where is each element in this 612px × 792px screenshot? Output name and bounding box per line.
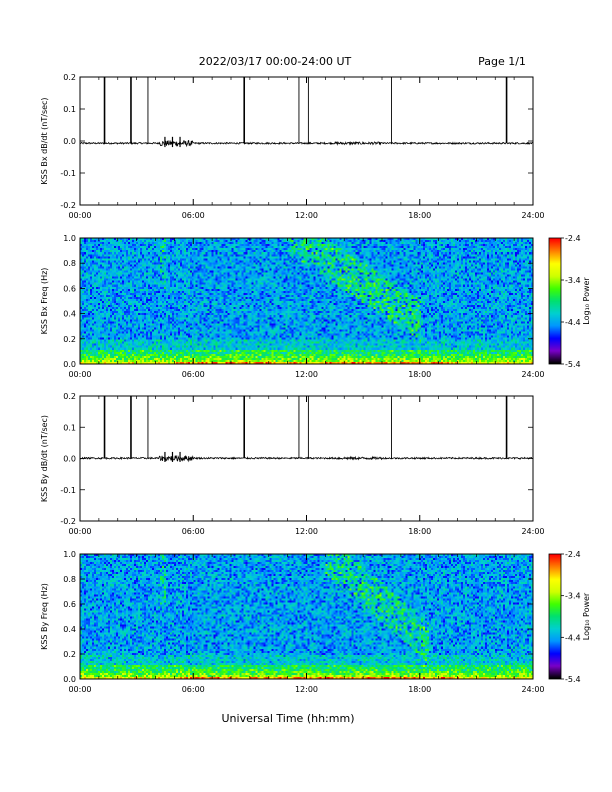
y-tick-label: 0.2 bbox=[63, 335, 76, 344]
colorbar-label: Log₁₀ Power bbox=[582, 277, 591, 325]
colorbar-tick-label: -3.4 bbox=[565, 276, 581, 285]
x-tick-label: 00:00 bbox=[68, 527, 91, 536]
y-axis-label: KSS By dB/dt (nT/sec) bbox=[40, 415, 49, 502]
colorbar-tick-label: -3.4 bbox=[565, 592, 581, 601]
panel-1: 0.2 0.1 0.0 -0.1 -0.200:00 06:00 12:00 18:00 24:… bbox=[40, 73, 545, 220]
x-axis-title: Universal Time (hh:mm) bbox=[222, 712, 355, 725]
x-tick-label: 06:00 bbox=[182, 685, 205, 694]
y-tick-label: 0.8 bbox=[63, 259, 76, 268]
colorbar-tick-label: -2.4 bbox=[565, 234, 581, 243]
x-tick-label: 06:00 bbox=[182, 370, 205, 379]
panels: 0.20.10.0-0.1-0.200:00 06:00 12:00 18:00 24:… bbox=[40, 73, 591, 694]
panel-2: -2.4 -3.4 -4.4 -5.4 Log₁₀ Power 1.0 0.8 0.6 0.4 0… bbox=[40, 234, 591, 379]
colorbar bbox=[549, 554, 561, 679]
y-tick-label: 0.4 bbox=[63, 625, 76, 634]
x-tick-label: 12:00 bbox=[295, 527, 318, 536]
colorbar-frame bbox=[548, 237, 562, 365]
y-tick-label: 0.1 bbox=[63, 423, 76, 432]
spectrogram-image bbox=[80, 554, 533, 679]
y-axis-label: KSS Bx Freq (Hz) bbox=[40, 268, 49, 335]
y-tick-label: 1.0 bbox=[63, 550, 76, 559]
x-tick-label: 12:00 bbox=[295, 211, 318, 220]
x-tick-label: 00:00 bbox=[68, 211, 91, 220]
x-tick-label: 18:00 bbox=[408, 685, 431, 694]
x-tick-label: 24:00 bbox=[521, 527, 544, 536]
colorbar-tick-label: -4.4 bbox=[565, 318, 581, 327]
y-tick-label: 0.2 bbox=[63, 392, 76, 401]
dbdt-trace bbox=[79, 139, 534, 148]
y-tick-label: 0.0 bbox=[63, 455, 76, 464]
x-tick-label: 18:00 bbox=[408, 211, 431, 220]
y-tick-label: 0.4 bbox=[63, 310, 76, 319]
x-tick-label: 18:00 bbox=[408, 527, 431, 536]
panel-4: -2.4 -3.4 -4.4 -5.4 Log₁₀ Power 1.0 0.8 0.6 0.4 0… bbox=[40, 550, 591, 694]
x-tick-label: 24:00 bbox=[521, 685, 544, 694]
x-tick-label: 24:00 bbox=[521, 211, 544, 220]
dbdt-trace bbox=[79, 455, 534, 463]
x-tick-label: 00:00 bbox=[68, 685, 91, 694]
y-tick-label: 0.1 bbox=[63, 105, 76, 114]
date-range-title: 2022/03/17 00:00-24:00 UT bbox=[199, 55, 352, 68]
y-tick-label: -0.1 bbox=[60, 169, 76, 178]
colorbar-tick-label: -4.4 bbox=[565, 633, 581, 642]
y-axis-label: KSS By Freq (Hz) bbox=[40, 583, 49, 650]
y-tick-label: -0.2 bbox=[60, 201, 76, 210]
y-tick-label: 0.0 bbox=[63, 360, 76, 369]
colorbar-tick-label: -5.4 bbox=[565, 675, 581, 684]
y-tick-label: -0.2 bbox=[60, 517, 76, 526]
y-tick-label: 0.0 bbox=[63, 675, 76, 684]
y-tick-label: 0.2 bbox=[63, 650, 76, 659]
y-tick-label: -0.1 bbox=[60, 486, 76, 495]
colorbar-tick-label: -2.4 bbox=[565, 550, 581, 559]
x-tick-label: 06:00 bbox=[182, 527, 205, 536]
y-tick-label: 1.0 bbox=[63, 234, 76, 243]
panel-3: 0.2 0.1 0.0 -0.1 -0.200:00 06:00 12:00 18:00 24:… bbox=[40, 392, 545, 536]
colorbar-frame bbox=[548, 553, 562, 680]
colorbar-label: Log₁₀ Power bbox=[582, 592, 591, 640]
x-tick-label: 06:00 bbox=[182, 211, 205, 220]
page-indicator: Page 1/1 bbox=[478, 55, 526, 68]
y-axis-label: KSS Bx dB/dt (nT/sec) bbox=[40, 97, 49, 184]
colorbar-tick-label: -5.4 bbox=[565, 360, 581, 369]
y-tick-label: 0.0 bbox=[63, 137, 76, 146]
x-tick-label: 12:00 bbox=[295, 370, 318, 379]
x-tick-label: 18:00 bbox=[408, 370, 431, 379]
x-tick-label: 00:00 bbox=[68, 370, 91, 379]
spectrogram-image bbox=[80, 238, 533, 364]
colorbar bbox=[549, 238, 561, 364]
y-tick-label: 0.6 bbox=[63, 600, 76, 609]
x-tick-label: 12:00 bbox=[295, 685, 318, 694]
x-tick-label: 24:00 bbox=[521, 370, 544, 379]
y-tick-label: 0.2 bbox=[63, 73, 76, 82]
y-tick-label: 0.6 bbox=[63, 284, 76, 293]
y-tick-label: 0.8 bbox=[63, 575, 76, 584]
